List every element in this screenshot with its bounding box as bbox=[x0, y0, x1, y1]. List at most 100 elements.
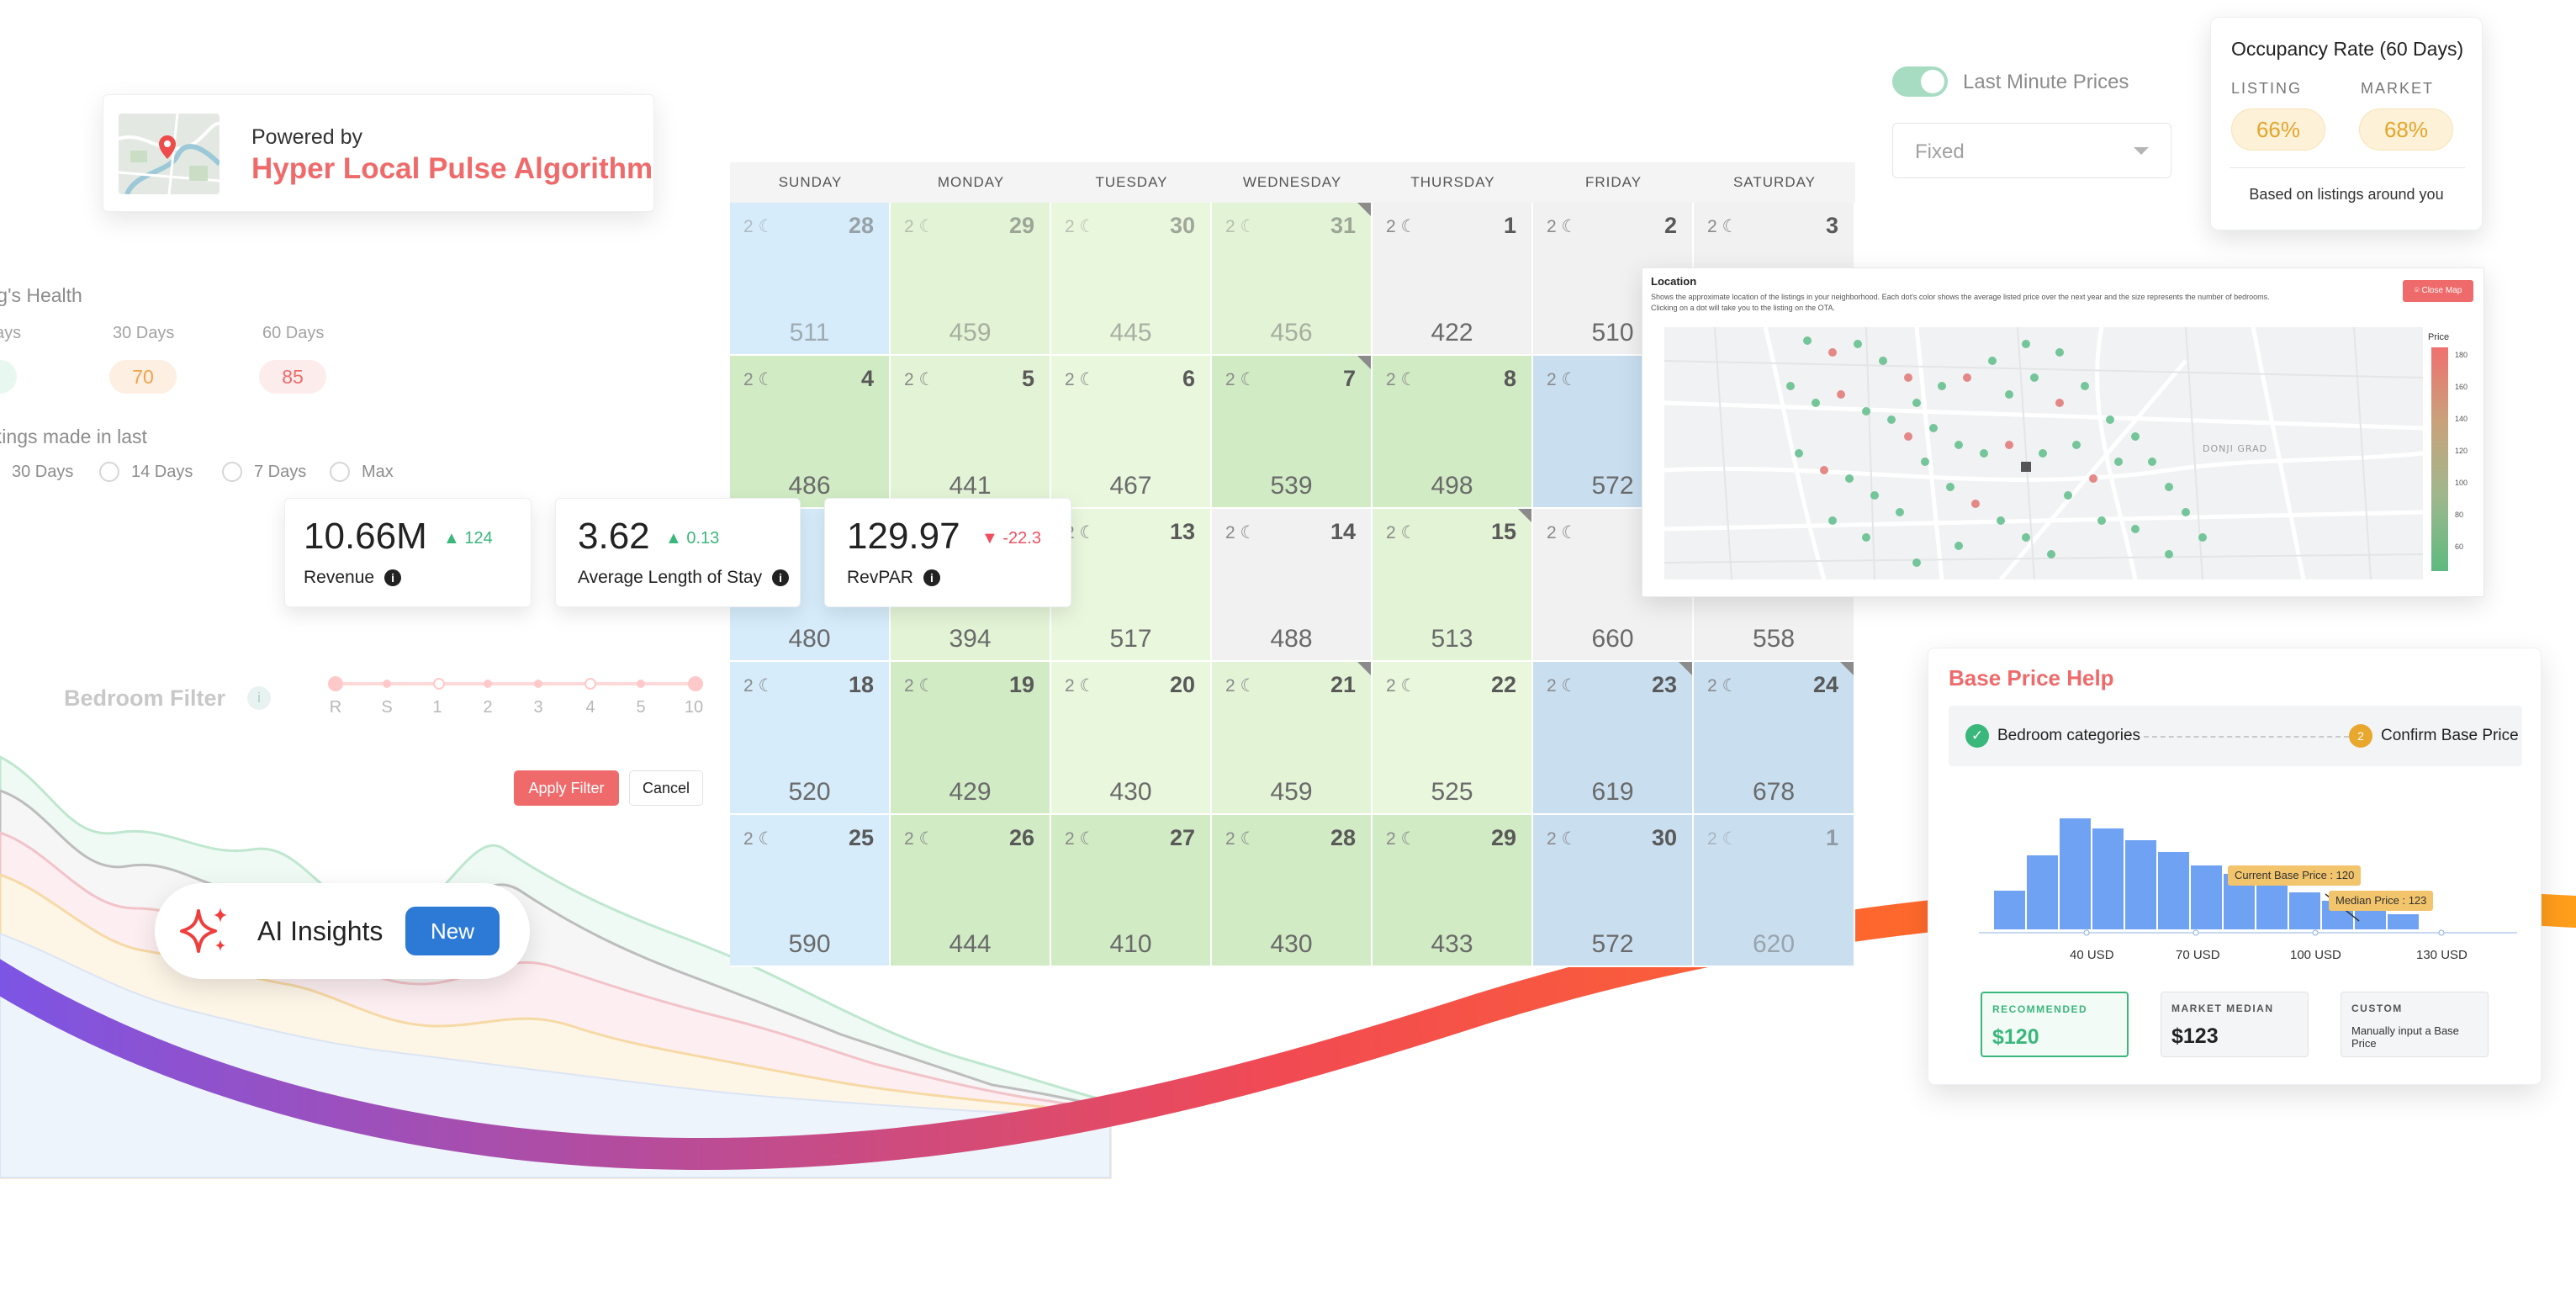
listing-dot[interactable] bbox=[1929, 424, 1938, 432]
radio-circle[interactable] bbox=[222, 462, 242, 482]
calendar-day-cell[interactable]: 2 ☾ 28 511 bbox=[730, 203, 891, 356]
listing-dot[interactable] bbox=[1963, 373, 1971, 382]
listing-dot[interactable] bbox=[1837, 390, 1845, 399]
listing-dot[interactable] bbox=[2005, 390, 2013, 399]
calendar-day-cell[interactable]: 2 ☾ 13 517 bbox=[1051, 509, 1212, 662]
listing-dot[interactable] bbox=[2072, 441, 2081, 449]
pricing-mode-select[interactable]: Fixed bbox=[1892, 123, 2171, 178]
listing-dot[interactable] bbox=[1912, 399, 1921, 407]
calendar-day-cell[interactable]: 2 ☾ 24 678 bbox=[1694, 662, 1855, 815]
listing-dot[interactable] bbox=[2047, 550, 2055, 558]
close-map-button[interactable]: ⌾ Close Map bbox=[2403, 280, 2473, 302]
info-icon[interactable]: i bbox=[923, 569, 940, 586]
info-icon[interactable]: i bbox=[772, 569, 790, 586]
calendar-day-cell[interactable]: 2 ☾ 1 620 bbox=[1694, 815, 1855, 967]
calendar-day-cell[interactable]: 2 ☾ 15 513 bbox=[1373, 509, 1533, 662]
listing-dot[interactable] bbox=[1786, 382, 1795, 390]
listing-dot[interactable] bbox=[1820, 466, 1828, 474]
listing-dot[interactable] bbox=[1988, 357, 1997, 365]
neighborhood-map[interactable]: DONJI GRAD bbox=[1664, 327, 2423, 579]
listing-dot[interactable] bbox=[1862, 533, 1870, 542]
listing-dot[interactable] bbox=[2022, 533, 2030, 542]
apply-filter-button[interactable]: Apply Filter bbox=[514, 770, 619, 806]
market-median-option[interactable]: MARKET MEDIAN $123 bbox=[2161, 992, 2309, 1057]
radio-circle[interactable] bbox=[99, 462, 119, 482]
listing-dot[interactable] bbox=[2030, 373, 2039, 382]
slider-handle[interactable] bbox=[688, 676, 703, 691]
radio-circle[interactable] bbox=[330, 462, 350, 482]
listing-dot[interactable] bbox=[2131, 432, 2140, 441]
cancel-button[interactable]: Cancel bbox=[629, 770, 703, 806]
listing-dot[interactable] bbox=[1870, 491, 1879, 500]
listing-dot[interactable] bbox=[1954, 441, 1963, 449]
calendar-day-cell[interactable]: 2 ☾ 6 467 bbox=[1051, 356, 1212, 509]
listing-dot[interactable] bbox=[2106, 415, 2114, 424]
calendar-day-cell[interactable]: 2 ☾ 5 441 bbox=[891, 356, 1051, 509]
listing-dot[interactable] bbox=[2064, 491, 2072, 500]
new-badge[interactable]: New bbox=[405, 907, 500, 955]
listing-dot[interactable] bbox=[2055, 399, 2064, 407]
last-minute-toggle[interactable] bbox=[1892, 66, 1948, 97]
calendar-day-cell[interactable]: 2 ☾ 18 520 bbox=[730, 662, 891, 815]
listing-dot[interactable] bbox=[1887, 415, 1896, 424]
calendar-day-cell[interactable]: 2 ☾ 30 572 bbox=[1533, 815, 1694, 967]
listing-dot[interactable] bbox=[2114, 458, 2123, 466]
calendar-day-cell[interactable]: 2 ☾ 30 445 bbox=[1051, 203, 1212, 356]
listing-dot[interactable] bbox=[1912, 558, 1921, 567]
listing-dot[interactable] bbox=[2148, 458, 2156, 466]
listing-dot[interactable] bbox=[1828, 516, 1837, 525]
info-icon[interactable]: i bbox=[247, 686, 271, 710]
listing-dot[interactable] bbox=[2165, 550, 2173, 558]
listing-dot[interactable] bbox=[2182, 508, 2190, 516]
calendar-day-cell[interactable]: 2 ☾ 27 410 bbox=[1051, 815, 1212, 967]
calendar-day-cell[interactable]: 2 ☾ 4 486 bbox=[730, 356, 891, 509]
ai-insights-pill[interactable]: AI Insights New bbox=[155, 883, 530, 979]
listing-dot[interactable] bbox=[1938, 382, 1946, 390]
calendar-day-cell[interactable]: 2 ☾ 7 539 bbox=[1212, 356, 1373, 509]
listing-dot[interactable] bbox=[1795, 449, 1803, 458]
calendar-day-cell[interactable]: 2 ☾ 21 459 bbox=[1212, 662, 1373, 815]
listing-dot[interactable] bbox=[1954, 542, 1963, 550]
info-icon[interactable]: i bbox=[384, 569, 402, 586]
calendar-day-cell[interactable]: 2 ☾ 1 422 bbox=[1373, 203, 1533, 356]
radio-max[interactable]: Max bbox=[330, 459, 394, 484]
listing-dot[interactable] bbox=[1921, 458, 1929, 466]
calendar-day-cell[interactable]: 2 ☾ 25 590 bbox=[730, 815, 891, 967]
radio-14-days[interactable]: 14 Days bbox=[99, 459, 193, 484]
listing-dot[interactable] bbox=[1828, 348, 1837, 357]
listing-dot[interactable] bbox=[1946, 483, 1954, 491]
calendar-day-cell[interactable]: 2 ☾ 29 459 bbox=[891, 203, 1051, 356]
listing-dot[interactable] bbox=[2005, 441, 2013, 449]
slider-handle[interactable] bbox=[328, 676, 343, 691]
step-confirm-base-price[interactable]: Confirm Base Price bbox=[2381, 727, 2519, 744]
calendar-day-cell[interactable]: 2 ☾ 29 433 bbox=[1373, 815, 1533, 967]
listing-dot[interactable] bbox=[1904, 373, 1912, 382]
listing-dot[interactable] bbox=[1980, 449, 1988, 458]
calendar-day-cell[interactable]: 2 ☾ 19 429 bbox=[891, 662, 1051, 815]
my-listing-marker[interactable] bbox=[2021, 462, 2031, 472]
listing-dot[interactable] bbox=[2089, 474, 2097, 483]
listing-dots[interactable] bbox=[1786, 336, 2207, 567]
listing-dot[interactable] bbox=[2198, 533, 2207, 542]
custom-price-option[interactable]: CUSTOM Manually input a Base Price bbox=[2341, 992, 2489, 1057]
calendar-day-cell[interactable]: 2 ☾ 8 498 bbox=[1373, 356, 1533, 509]
calendar-day-cell[interactable]: 2 ☾ 22 525 bbox=[1373, 662, 1533, 815]
listing-dot[interactable] bbox=[1862, 407, 1870, 415]
bedroom-slider-track[interactable] bbox=[335, 682, 696, 685]
listing-dot[interactable] bbox=[2039, 449, 2047, 458]
listing-dot[interactable] bbox=[1812, 399, 1820, 407]
listing-dot[interactable] bbox=[2081, 382, 2089, 390]
calendar-day-cell[interactable]: 2 ☾ 20 430 bbox=[1051, 662, 1212, 815]
listing-dot[interactable] bbox=[1896, 508, 1904, 516]
calendar-day-cell[interactable]: 2 ☾ 14 488 bbox=[1212, 509, 1373, 662]
listing-dot[interactable] bbox=[2097, 516, 2106, 525]
listing-dot[interactable] bbox=[2022, 340, 2030, 348]
calendar-day-cell[interactable]: 2 ☾ 31 456 bbox=[1212, 203, 1373, 356]
listing-dot[interactable] bbox=[1803, 336, 1812, 345]
calendar-day-cell[interactable]: 2 ☾ 28 430 bbox=[1212, 815, 1373, 967]
step-bedroom-categories[interactable]: Bedroom categories bbox=[1997, 727, 2141, 744]
listing-dot[interactable] bbox=[2131, 525, 2140, 533]
listing-dot[interactable] bbox=[1879, 357, 1887, 365]
listing-dot[interactable] bbox=[1854, 340, 1862, 348]
listing-dot[interactable] bbox=[1904, 432, 1912, 441]
